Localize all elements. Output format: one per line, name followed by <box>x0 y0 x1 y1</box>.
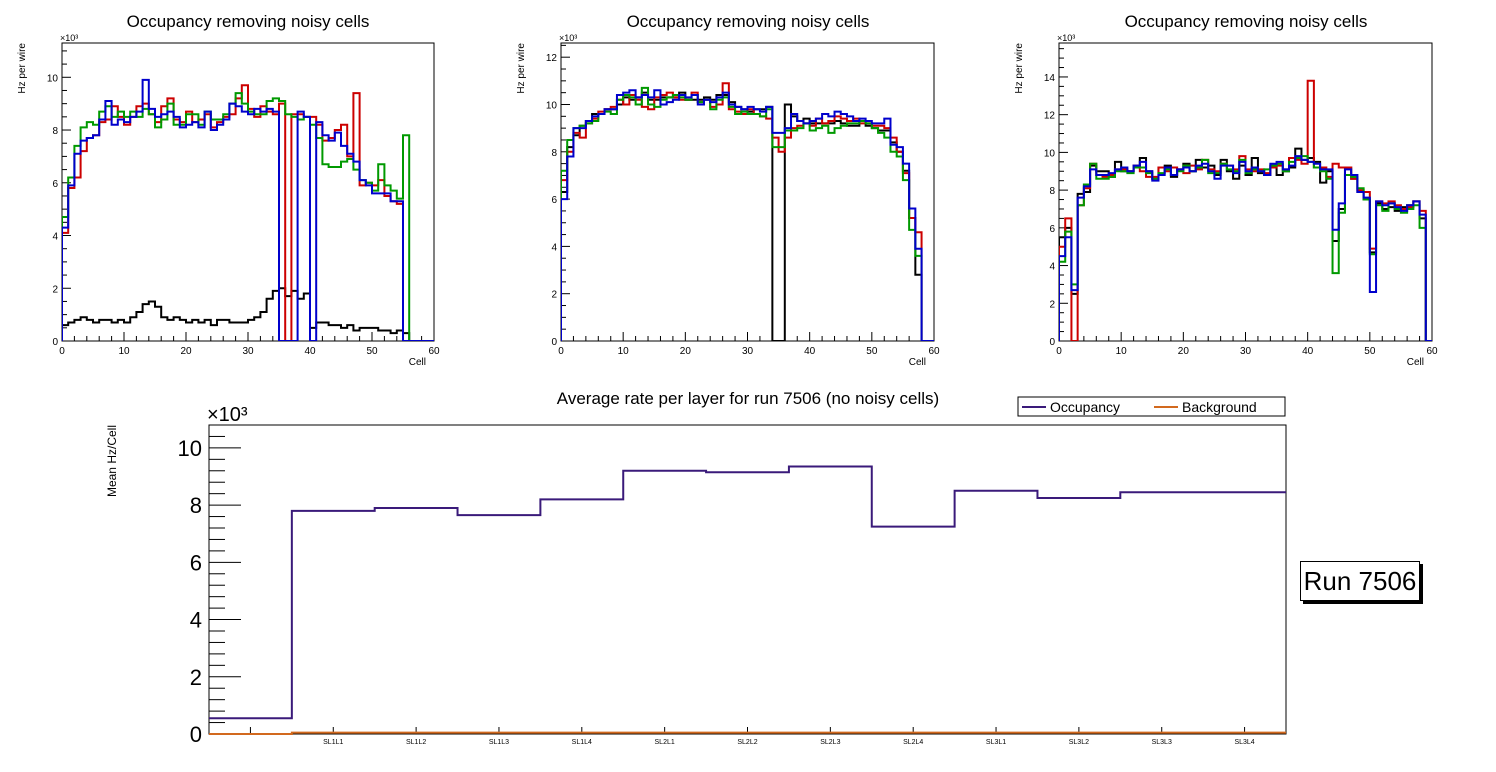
x-tick-label: 50 <box>866 346 878 357</box>
panel-title: Occupancy removing noisy cells <box>627 12 870 31</box>
panel-title: Occupancy removing noisy cells <box>1125 12 1368 31</box>
y-axis-label: Hz per wire <box>516 43 527 94</box>
panel-title: Occupancy removing noisy cells <box>127 12 370 31</box>
y-tick-label: 4 <box>190 608 202 633</box>
plot-frame <box>560 42 935 342</box>
x-tick-label: 40 <box>1302 346 1314 357</box>
series-layer3-green <box>561 86 934 341</box>
x-tick-label: SL2L1 <box>655 739 675 746</box>
x-tick-label: SL3L2 <box>1069 739 1089 746</box>
x-tick-label: SL1L3 <box>489 739 509 746</box>
y-multiplier-label: ×10³ <box>60 33 78 43</box>
x-tick-label: SL2L3 <box>820 739 840 746</box>
series-layer1-black <box>62 287 434 341</box>
legend-label-background: Background <box>1182 399 1257 415</box>
y-multiplier-label: ×10³ <box>559 33 577 43</box>
y-tick-label: 8 <box>52 126 58 137</box>
x-tick-label: SL2L4 <box>903 739 923 746</box>
series-layer4-blue <box>561 89 934 341</box>
x-tick-label: 60 <box>428 346 440 357</box>
series-layer2-red <box>561 82 934 341</box>
plot-frame <box>1058 42 1433 342</box>
y-tick-label: 6 <box>190 550 202 575</box>
y-multiplier-label: ×10³ <box>207 404 248 426</box>
x-tick-label: 30 <box>242 346 254 357</box>
x-tick-label: SL1L4 <box>572 739 592 746</box>
run-label-box: Run 7506 <box>1300 561 1420 601</box>
y-multiplier-label: ×10³ <box>1057 33 1075 43</box>
x-tick-label: 10 <box>1116 346 1128 357</box>
x-tick-label: 30 <box>742 346 754 357</box>
series-layer3-green <box>62 92 434 341</box>
y-tick-label: 8 <box>1049 186 1055 197</box>
average-rate-panel: Average rate per layer for run 7506 (no … <box>105 389 1287 747</box>
y-tick-label: 0 <box>551 337 557 348</box>
y-axis-label: Mean Hz/Cell <box>105 425 119 497</box>
x-tick-label: 10 <box>618 346 630 357</box>
x-tick-label: 0 <box>59 346 65 357</box>
y-axis-label: Hz per wire <box>1014 43 1025 94</box>
x-tick-label: SL3L4 <box>1234 739 1254 746</box>
y-tick-label: 10 <box>546 100 558 111</box>
y-tick-label: 6 <box>551 195 557 206</box>
x-tick-label: 0 <box>558 346 564 357</box>
y-tick-label: 8 <box>551 148 557 159</box>
x-tick-label: SL2L2 <box>737 739 757 746</box>
x-axis-label: Cell <box>1407 357 1424 368</box>
y-tick-label: 10 <box>47 73 59 84</box>
x-tick-label: 40 <box>804 346 816 357</box>
panel-title: Average rate per layer for run 7506 (no … <box>557 389 939 408</box>
x-axis-label: Cell <box>409 357 426 368</box>
y-tick-label: 0 <box>1049 337 1055 348</box>
series-layer4-blue <box>62 78 434 341</box>
y-tick-label: 12 <box>546 53 558 64</box>
series-occupancy <box>209 465 1286 720</box>
x-tick-label: 20 <box>680 346 692 357</box>
y-tick-label: 8 <box>190 493 202 518</box>
x-tick-label: SL1L2 <box>406 739 426 746</box>
legend-label-occupancy: Occupancy <box>1050 399 1120 415</box>
x-tick-label: 0 <box>1056 346 1062 357</box>
y-tick-label: 6 <box>1049 224 1055 235</box>
y-tick-label: 2 <box>190 665 202 690</box>
y-tick-label: 10 <box>178 436 202 461</box>
series-layer4-blue <box>1059 155 1432 341</box>
x-tick-label: 30 <box>1240 346 1252 357</box>
y-tick-label: 2 <box>52 284 58 295</box>
legend: Occupancy Background <box>1017 396 1286 417</box>
y-tick-label: 4 <box>1049 262 1055 273</box>
x-tick-label: SL1L1 <box>323 739 343 746</box>
x-tick-label: 10 <box>118 346 130 357</box>
x-tick-label: 50 <box>1364 346 1376 357</box>
x-tick-label: 60 <box>928 346 940 357</box>
y-tick-label: 0 <box>52 337 58 348</box>
x-tick-label: 20 <box>1178 346 1190 357</box>
x-tick-label: 40 <box>304 346 316 357</box>
x-tick-label: 20 <box>180 346 192 357</box>
y-tick-label: 4 <box>551 242 557 253</box>
x-tick-label: 50 <box>366 346 378 357</box>
y-tick-label: 12 <box>1044 111 1056 122</box>
x-tick-label: SL3L1 <box>986 739 1006 746</box>
y-tick-label: 14 <box>1044 73 1056 84</box>
y-axis-label: Hz per wire <box>17 43 28 94</box>
series-background <box>209 731 1286 735</box>
x-axis-label: Cell <box>909 357 926 368</box>
y-tick-label: 6 <box>52 179 58 190</box>
y-tick-label: 2 <box>1049 299 1055 310</box>
y-tick-label: 0 <box>190 722 202 747</box>
y-tick-label: 10 <box>1044 148 1056 159</box>
x-tick-label: SL3L3 <box>1152 739 1172 746</box>
legend-frame <box>1017 396 1286 417</box>
y-tick-label: 4 <box>52 232 58 243</box>
x-tick-label: 60 <box>1426 346 1438 357</box>
y-tick-label: 2 <box>551 290 557 301</box>
